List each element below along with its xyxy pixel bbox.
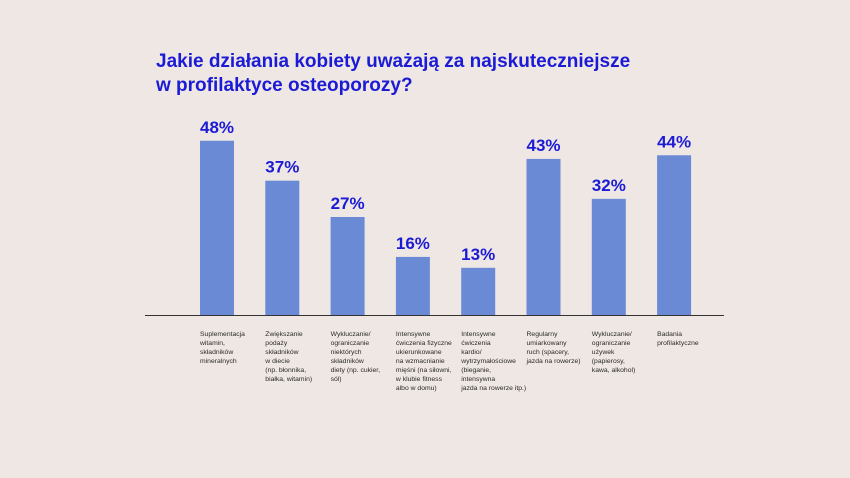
category-label-line: niektórych — [331, 349, 362, 356]
category-label-line: Suplementacja — [200, 331, 245, 338]
category-label-line: mineralnych — [200, 358, 237, 365]
category-label-line: podaży — [265, 340, 288, 347]
value-label: 37% — [265, 158, 299, 177]
category-label: Intensywne ćwiczenia fizyczne ukierunkowan… — [395, 331, 452, 392]
category-label-line: białka, witamin) — [265, 376, 312, 383]
category-label-line: umiarkowany — [527, 340, 568, 347]
bar — [526, 158, 561, 315]
value-label: 13% — [461, 245, 495, 264]
category-label-line: w klubie fitness — [395, 376, 443, 383]
category-label: Intensywne ćwiczenia kardio/wytrzymałościo… — [460, 331, 526, 392]
bar — [330, 216, 365, 315]
value-label: 32% — [592, 176, 626, 195]
category-label-line: kawa, alkohol) — [592, 367, 635, 374]
category-label-line: ćwiczenia — [461, 340, 491, 347]
value-label: 48% — [200, 118, 234, 137]
category-label-line: ćwiczenia fizyczne — [396, 340, 452, 347]
category-label-line: jazda na rowerze) — [526, 358, 581, 365]
category-label-line: Zwiększanie — [265, 331, 303, 338]
bar — [591, 198, 626, 315]
bar — [657, 155, 692, 315]
category-label-line: Wykluczanie/ — [331, 331, 371, 338]
bar — [461, 267, 496, 315]
category-label-line: składników — [331, 358, 364, 365]
category-label-line: sól) — [331, 376, 342, 383]
category-label-line: Wykluczanie/ — [592, 331, 632, 338]
category-label: Wykluczanie/ograniczanie używek (papierosy… — [592, 331, 635, 374]
value-label: 44% — [657, 132, 691, 151]
category-label-line: Regularny — [527, 331, 559, 338]
category-label-line: składników — [200, 349, 233, 356]
category-label: Regularny umiarkowany ruch (spacery, jazda … — [526, 331, 581, 365]
category-label-line: ograniczanie — [592, 340, 631, 347]
category-label-line: używek — [592, 349, 615, 356]
category-label-line: Intensywne — [396, 331, 431, 338]
category-label-line: kardio/ — [461, 349, 482, 356]
chart-title: Jakie działania kobiety uważają za najsk… — [156, 50, 796, 98]
bar — [395, 256, 430, 315]
category-label-line: jazda na rowerze itp.) — [460, 385, 526, 392]
category-label: Wykluczanie/ograniczanie niektórych składn… — [331, 331, 381, 383]
value-label: 27% — [331, 194, 365, 213]
category-label-line: Intensywne — [461, 331, 496, 338]
category-label-line: albo w domu) — [396, 385, 437, 392]
category-label: Suplementacja witamin, składników mineralny… — [199, 331, 245, 365]
category-label-line: wytrzymałościowe — [460, 358, 516, 365]
category-label-line: Badania — [657, 331, 682, 338]
chart-title-line-2: w profilaktyce osteoporozy? — [156, 75, 413, 96]
chart-title-line-1: Jakie działania kobiety uważają za najsk… — [156, 51, 631, 72]
category-label-line: (np. błonnika, — [265, 367, 306, 374]
category-label-line: ukierunkowane — [396, 349, 442, 356]
value-label: 16% — [396, 234, 430, 253]
category-label-line: (papierosy, — [592, 358, 625, 365]
category-label: Zwiększanie podaży składników w diecie (np. … — [264, 331, 312, 383]
category-label-line: intensywna — [461, 376, 495, 383]
category-label-line: mięśni (na siłowni, — [396, 367, 452, 374]
category-label-line: w diecie — [264, 358, 290, 365]
category-label-line: składników — [265, 349, 298, 356]
category-label-line: diety (np. cukier, — [331, 367, 381, 374]
category-label-line: (bieganie, — [461, 367, 491, 374]
value-label: 43% — [526, 136, 560, 155]
bar — [200, 140, 234, 315]
category-label-line: na wzmacnianie — [396, 358, 445, 365]
category-label-line: ruch (spacery, — [527, 349, 570, 356]
category-label-line: profilaktyczne — [657, 340, 699, 347]
category-label: Badania profilaktyczne — [657, 331, 699, 347]
bar — [265, 180, 300, 315]
category-label-line: ograniczanie — [331, 340, 370, 347]
category-label-line: witamin, — [199, 340, 225, 347]
